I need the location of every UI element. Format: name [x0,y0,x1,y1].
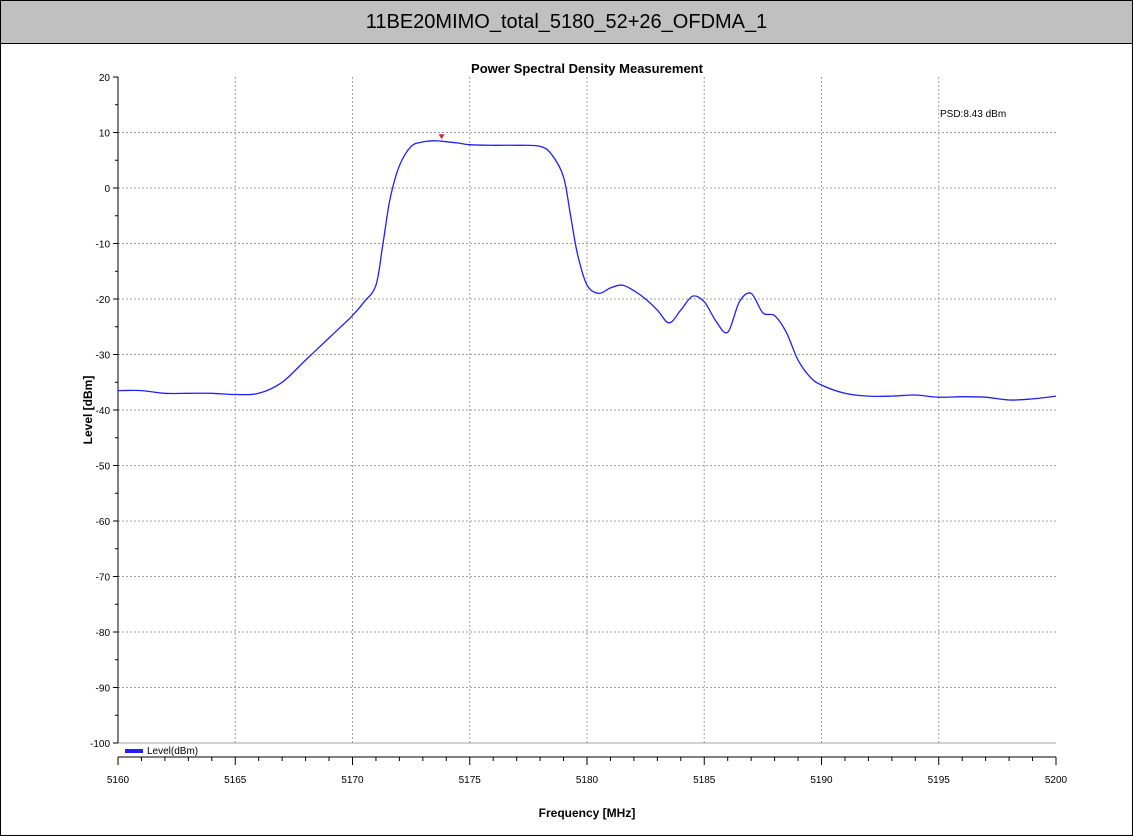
y-tick-label: -90 [96,684,111,695]
psd-annotation: PSD:8.43 dBm [940,109,1006,120]
y-tick-label: -70 [96,573,111,584]
y-tick-label: 0 [104,184,110,195]
page-title: 11BE20MIMO_total_5180_52+26_OFDMA_1 [1,1,1132,44]
legend-swatch [125,749,143,753]
psd-chart: Power Spectral Density Measurement 20 10 0… [81,61,1068,820]
x-ticks: 5160 5165 5170 5175 5180 5185 5190 5195 5200 [107,757,1068,786]
y-axis-label: Level [dBm] [81,376,95,445]
x-tick-label: 5190 [810,775,833,786]
legend: Level(dBm) [125,746,198,757]
x-tick-label: 5185 [693,775,716,786]
x-tick-label: 5195 [928,775,951,786]
x-axis-label: Frequency [MHz] [539,806,636,820]
y-tick-label: -60 [96,517,111,528]
y-ticks: 20 10 0 -10 -20 -30 -40 -50 -60 -70 -80 -90 -100 [90,73,118,750]
series-level-line [117,140,1057,401]
x-tick-label: 5170 [341,775,364,786]
x-tick-label: 5200 [1045,775,1068,786]
y-tick-label: -80 [96,628,111,639]
peak-marker [438,134,445,140]
y-tick-label: -100 [90,739,110,750]
y-tick-label: -20 [96,295,111,306]
x-tick-label: 5160 [107,775,130,786]
y-tick-label: -40 [96,406,111,417]
grid-lines [118,77,1056,744]
y-tick-label: 20 [99,73,111,84]
legend-label: Level(dBm) [147,746,198,757]
x-tick-label: 5175 [459,775,482,786]
x-tick-label: 5165 [224,775,247,786]
y-tick-label: -50 [96,462,111,473]
x-tick-label: 5180 [576,775,599,786]
y-tick-label: -10 [96,240,111,251]
y-tick-label: 10 [99,129,111,140]
y-tick-label: -30 [96,351,111,362]
chart-title: Power Spectral Density Measurement [471,61,704,76]
